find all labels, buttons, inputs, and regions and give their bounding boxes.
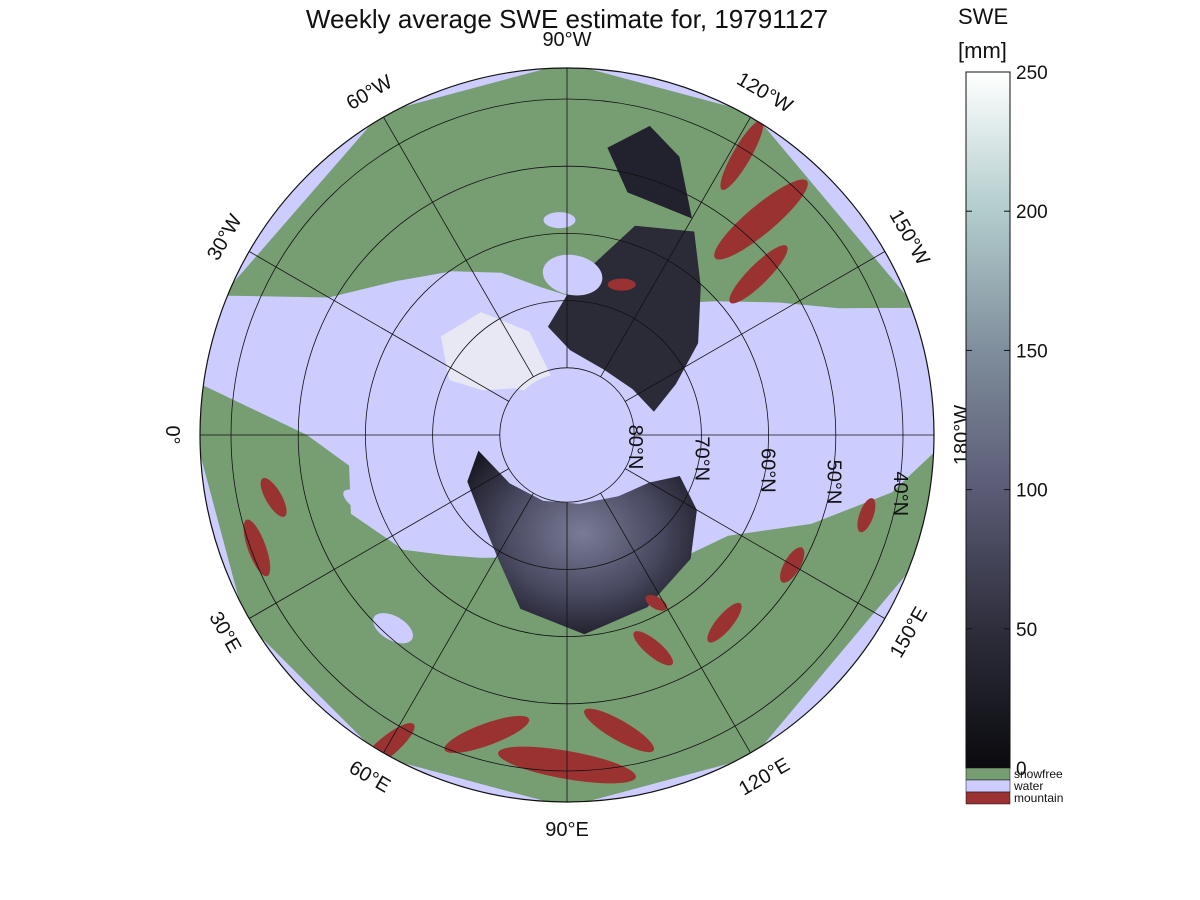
legend-label-snowfree: snowfree (1014, 767, 1063, 781)
meridian-line (600, 492, 751, 754)
longitude-label-60w: 60°W (343, 71, 397, 115)
latitude-label-50n: 50°N (823, 460, 845, 505)
legend-label-mountain: mountain (1014, 791, 1063, 805)
mountain-region (584, 708, 655, 753)
snow-cover-alaska-rockies (607, 125, 692, 219)
snow-cover-eurasia (467, 450, 697, 635)
greenland (440, 312, 552, 396)
caspian-sea (373, 613, 413, 644)
legend-swatch-mountain (965, 791, 1011, 805)
mountain-region (720, 120, 764, 191)
mountain-region (645, 594, 668, 611)
colorbar-tick-label: 250 (1016, 63, 1048, 84)
colorbar-tick-label: 150 (1016, 341, 1048, 362)
mountain-region (607, 278, 636, 291)
longitude-label-150e: 150°E (886, 603, 932, 661)
longitude-label-150w: 150°W (885, 206, 934, 269)
colorbar-tick-label: 50 (1016, 620, 1037, 641)
baltic-sea (395, 423, 440, 463)
mountain-region (444, 715, 530, 753)
hudson-bay (542, 254, 603, 296)
latitude-label-40n: 40°N (889, 471, 911, 516)
meridian-line (383, 492, 534, 754)
meridian-line (624, 251, 886, 402)
meridian-line (624, 468, 886, 619)
longitude-label-30w: 30°W (203, 211, 247, 265)
mountain-region (857, 498, 876, 533)
latitude-label-60n: 60°N (757, 448, 779, 493)
meridian-line (383, 116, 534, 378)
longitude-label-30e: 30°E (204, 608, 245, 657)
longitude-label-120w: 120°W (733, 68, 796, 117)
mountain-region (633, 631, 674, 666)
mountain-region (729, 245, 788, 304)
colorbar-title: SWE (958, 4, 1009, 29)
mountain-region (260, 477, 287, 517)
legend-swatch-snowfree (965, 767, 1011, 781)
map-boundary (199, 67, 935, 803)
black-sea (343, 489, 397, 525)
map-title: Weekly average SWE estimate for, 1979112… (305, 4, 829, 34)
colorbar-tick-label: 0 (1016, 759, 1027, 780)
colorbar-tick-label: 200 (1016, 202, 1048, 223)
colorbar-unit: [mm] (958, 38, 1007, 63)
meridian-line (248, 468, 510, 619)
colorbar-gradient (965, 71, 1011, 769)
legend-swatch-water (965, 779, 1011, 793)
latitude-label-80n: 80°N (624, 425, 646, 470)
longitude-label-90w: 90°W (542, 29, 591, 51)
meridian-line (248, 251, 510, 402)
meridian-line (600, 116, 751, 378)
mountain-region (714, 179, 808, 260)
latitude-label-70n: 70°N (690, 436, 712, 481)
longitude-label-90e: 90°E (545, 819, 589, 841)
great-lakes (543, 212, 576, 229)
longitude-label-0: 0° (161, 425, 183, 444)
colorbar-tick-label: 100 (1016, 481, 1048, 502)
legend-label-water: water (1013, 779, 1043, 793)
mountain-region (707, 602, 742, 643)
longitude-label-120e: 120°E (735, 754, 793, 800)
longitude-label-60e: 60°E (345, 757, 394, 798)
mountain-region (243, 519, 271, 577)
arctic-ocean (505, 373, 629, 497)
